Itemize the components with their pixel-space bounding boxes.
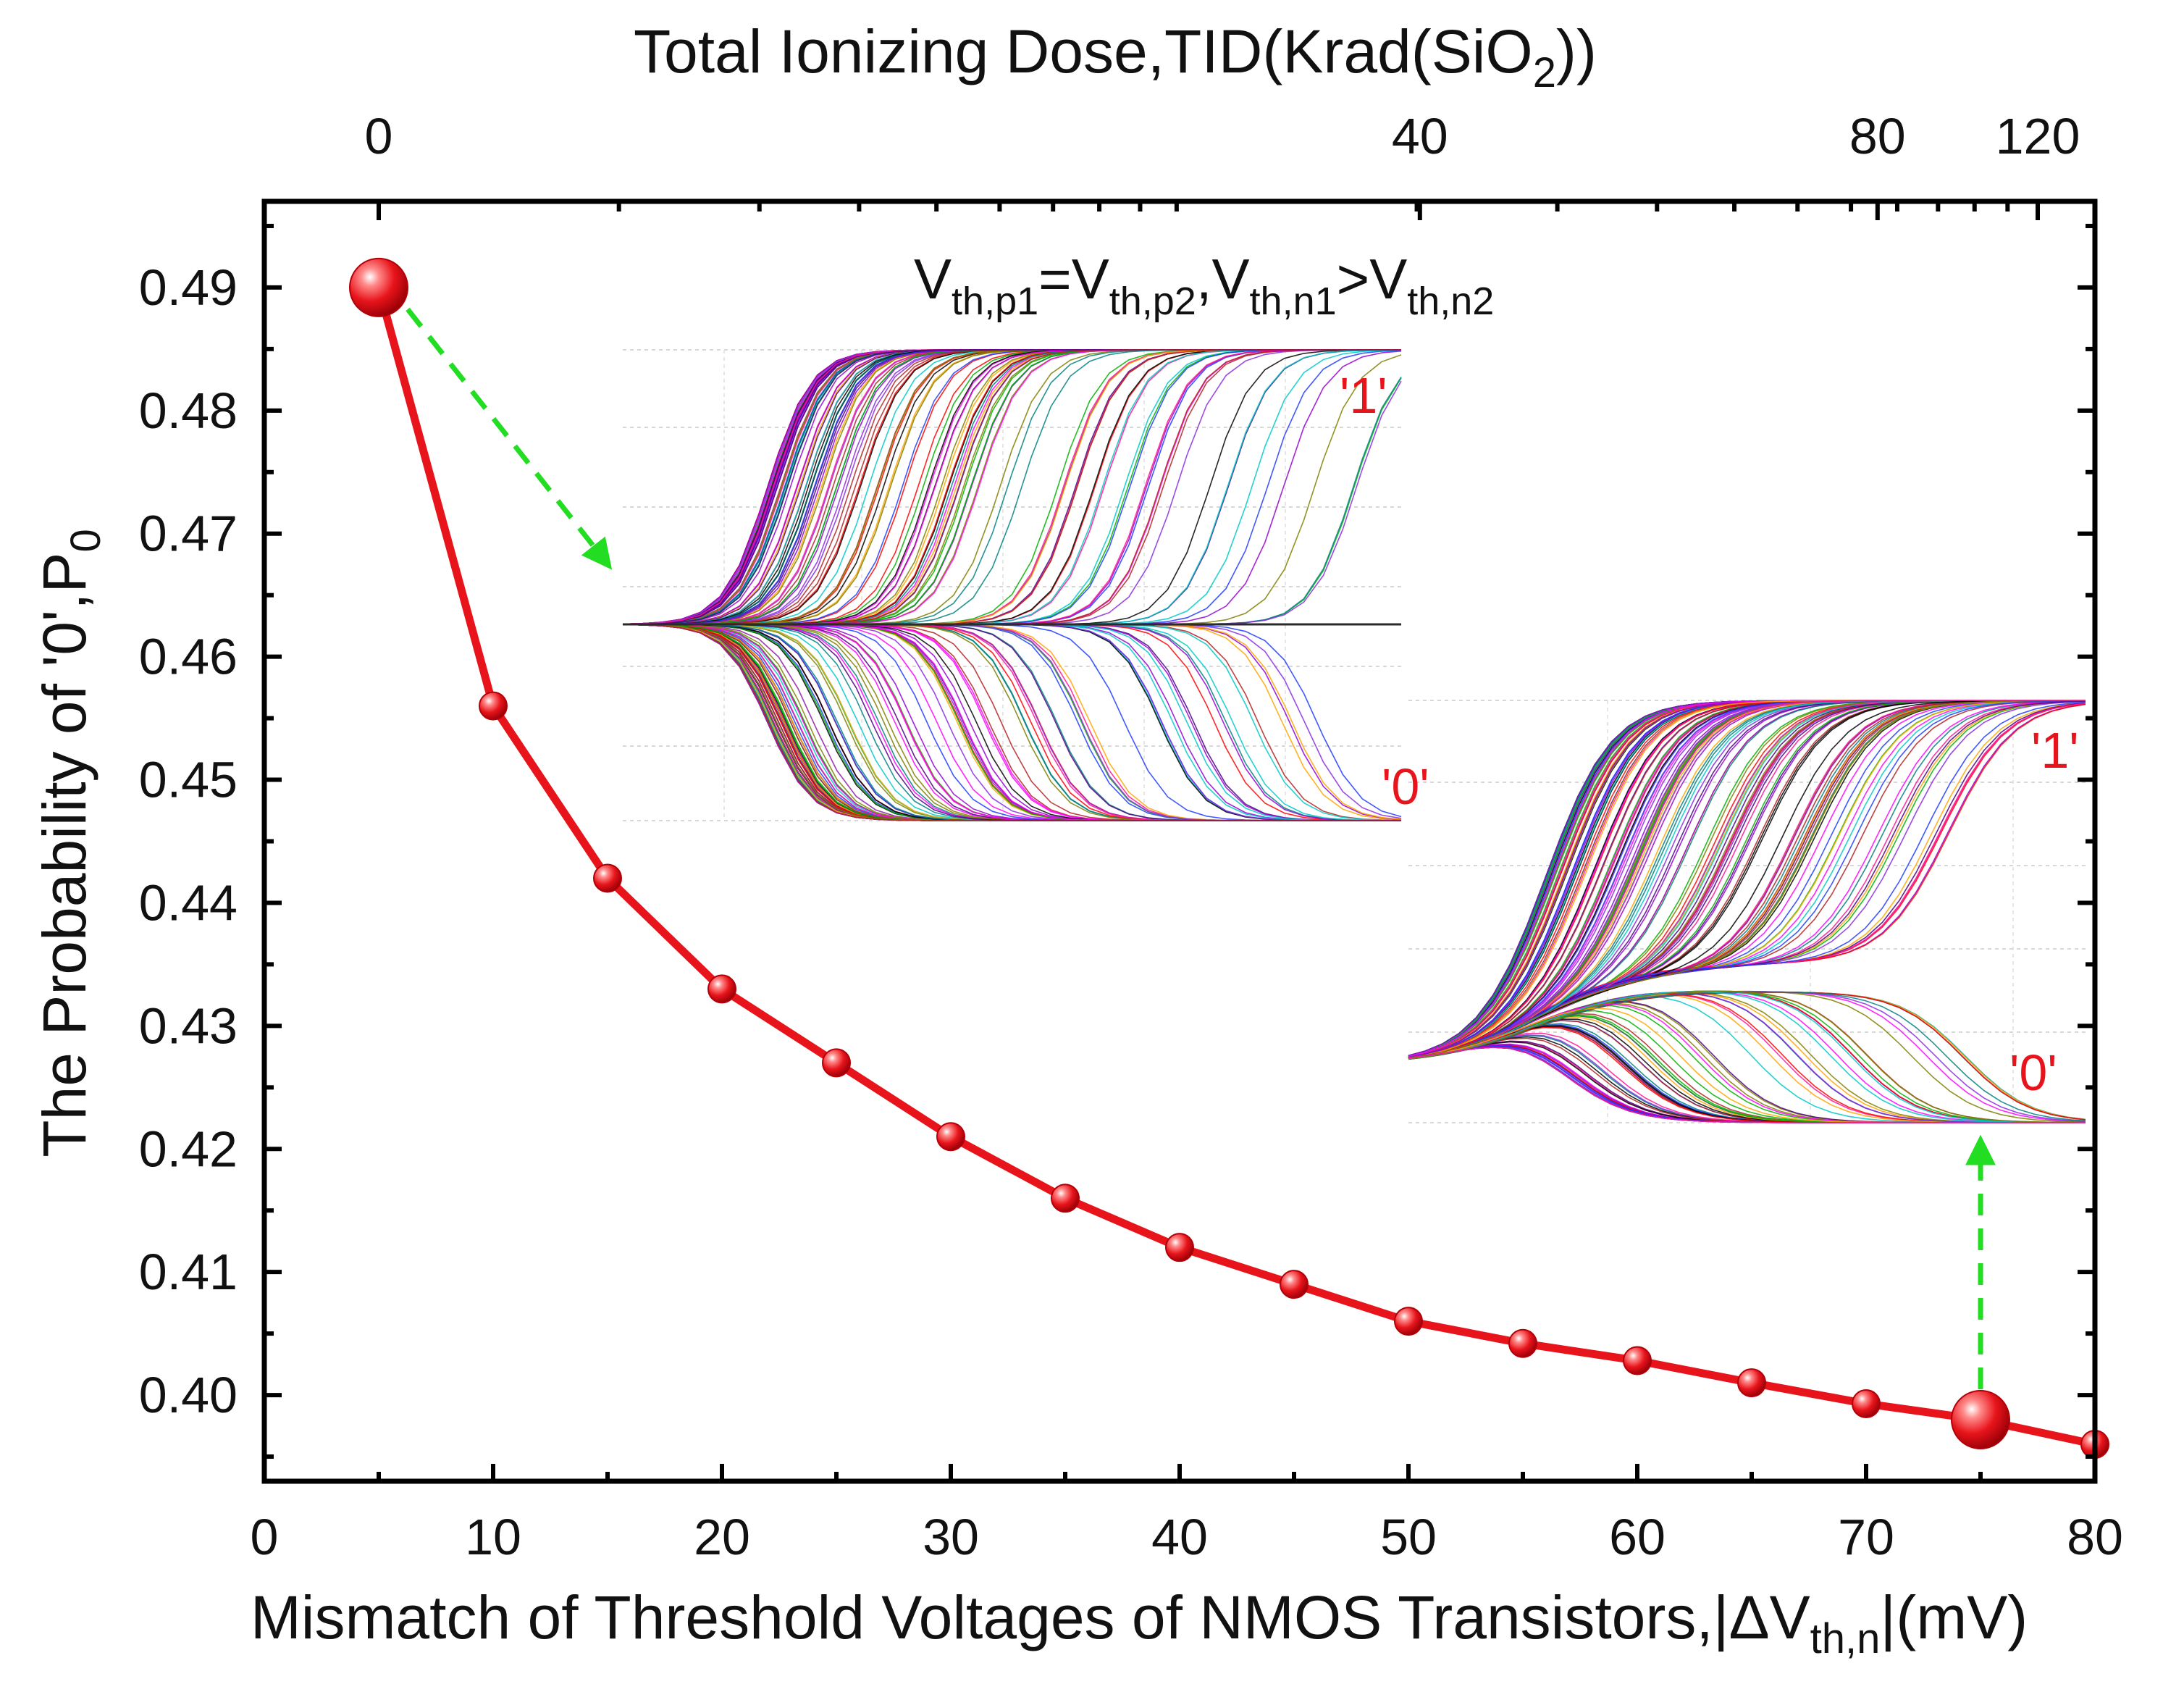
y-title-main: The Probability of '0',P xyxy=(30,553,98,1157)
top-axis-title: Total Ionizing Dose,TID(Krad(SiO2)) xyxy=(634,17,1597,96)
x-tick-label: 20 xyxy=(694,1509,750,1565)
y-tick-label: 0.42 xyxy=(139,1121,238,1177)
y-tick-label: 0.49 xyxy=(139,259,238,316)
data-point xyxy=(1051,1184,1080,1213)
data-point xyxy=(1623,1346,1652,1375)
annotation-arrows xyxy=(406,307,1996,1390)
top-tick-label: 80 xyxy=(1849,108,1906,164)
axis-ticks xyxy=(262,201,2097,1481)
data-point xyxy=(1280,1270,1309,1299)
inset2-waveform xyxy=(1408,1001,2086,1123)
data-point xyxy=(1394,1307,1423,1336)
inset-transient-plot-2 xyxy=(1408,700,2086,1123)
y-title-sub: 0 xyxy=(62,529,109,552)
top-tick-label: 120 xyxy=(1996,108,2080,164)
x-title-v: V xyxy=(1770,1583,1810,1651)
inset2-waveform xyxy=(1408,700,2086,1059)
series-line-p0 xyxy=(374,286,2096,1449)
inset2-waveform xyxy=(1408,995,2086,1123)
y-tick-label: 0.47 xyxy=(139,506,238,562)
x-tick-label: 80 xyxy=(2067,1509,2123,1565)
data-point xyxy=(593,863,622,893)
x-tick-label: 10 xyxy=(465,1509,521,1565)
condition-sub3: th,n1 xyxy=(1250,280,1337,323)
arrow-to-inset1 xyxy=(406,307,613,570)
condition-sub4: th,n2 xyxy=(1407,280,1494,323)
y-tick-labels: 0.40 0.41 0.42 0.43 0.44 0.45 0.46 0.47 0.48 0.49 xyxy=(139,259,238,1423)
data-point xyxy=(1165,1233,1194,1262)
inset1-waveform xyxy=(622,624,1401,821)
data-line-layer xyxy=(374,286,2096,1449)
x-tick-label: 30 xyxy=(923,1509,979,1565)
highlight-point xyxy=(349,257,408,317)
top-title-main: Total Ionizing Dose,TID(Krad(SiO xyxy=(634,17,1533,85)
x-title-main: Mismatch of Threshold Voltages of NMOS T… xyxy=(251,1583,1729,1651)
y-tick-label: 0.43 xyxy=(139,997,238,1054)
data-point xyxy=(936,1122,965,1152)
data-point xyxy=(1852,1389,1881,1418)
condition-sub2: th,p2 xyxy=(1109,280,1196,323)
x-tick-label: 70 xyxy=(1838,1509,1894,1565)
top-tick-label: 0 xyxy=(365,108,393,164)
x-tick-label: 60 xyxy=(1609,1509,1666,1565)
top-tick-label: 40 xyxy=(1392,108,1448,164)
data-point xyxy=(822,1048,851,1078)
inset2-label-one: '1' xyxy=(2031,722,2079,779)
inset1-waveform xyxy=(622,624,1401,821)
highlight-point xyxy=(1951,1390,2010,1450)
x-tick-label: 50 xyxy=(1380,1509,1437,1565)
x-tick-labels: 0 10 20 30 40 50 60 70 80 xyxy=(251,1509,2123,1565)
inset-transient-plot-1 xyxy=(622,349,1402,821)
data-point xyxy=(1737,1368,1766,1398)
inset2-waveform xyxy=(1408,1041,2086,1123)
inset2-waveform xyxy=(1408,700,2086,1060)
x-tick-label: 40 xyxy=(1151,1509,1208,1565)
inset2-waveform xyxy=(1408,1041,2086,1123)
inset1-waveform xyxy=(622,349,1401,625)
inset2-label-zero: '0' xyxy=(2009,1044,2057,1101)
top-tick-labels: 0 40 80 120 xyxy=(365,108,2080,164)
condition-v1: V xyxy=(914,247,952,311)
inset1-label-one: '1' xyxy=(1340,367,1387,424)
y-tick-label: 0.46 xyxy=(139,629,238,685)
x-title-delta: Δ xyxy=(1729,1583,1770,1651)
inset2-waveform xyxy=(1408,1040,2086,1123)
y-tick-label: 0.41 xyxy=(139,1244,238,1300)
y-tick-label: 0.44 xyxy=(139,874,238,931)
inset2-waveform xyxy=(1408,1001,2086,1123)
inset2-waveform xyxy=(1408,990,2086,1123)
condition-gt: >V xyxy=(1337,247,1408,311)
condition-comma: ,V xyxy=(1196,247,1250,311)
y-tick-label: 0.45 xyxy=(139,752,238,808)
y-axis-title: The Probability of '0',P0 xyxy=(30,529,109,1157)
y-tick-label: 0.40 xyxy=(139,1367,238,1423)
x-axis-title: Mismatch of Threshold Voltages of NMOS T… xyxy=(251,1583,2028,1662)
x-title-sub: th,n xyxy=(1810,1615,1881,1662)
top-title-sub: 2 xyxy=(1533,49,1556,96)
condition-sub1: th,p1 xyxy=(952,280,1038,323)
data-point xyxy=(1508,1328,1537,1358)
condition-eq: =V xyxy=(1038,247,1109,311)
top-title-tail: )) xyxy=(1556,17,1597,85)
x-tick-label: 0 xyxy=(251,1509,279,1565)
data-point xyxy=(707,974,736,1004)
y-tick-label: 0.48 xyxy=(139,382,238,439)
inset2-waveform xyxy=(1408,1047,2086,1123)
condition-annotation: Vth,p1=Vth,p2,Vth,n1>Vth,n2 xyxy=(914,247,1494,323)
x-title-tail: |(mV) xyxy=(1880,1583,2028,1651)
data-point xyxy=(479,691,508,721)
inset1-label-zero: '0' xyxy=(1382,758,1429,815)
